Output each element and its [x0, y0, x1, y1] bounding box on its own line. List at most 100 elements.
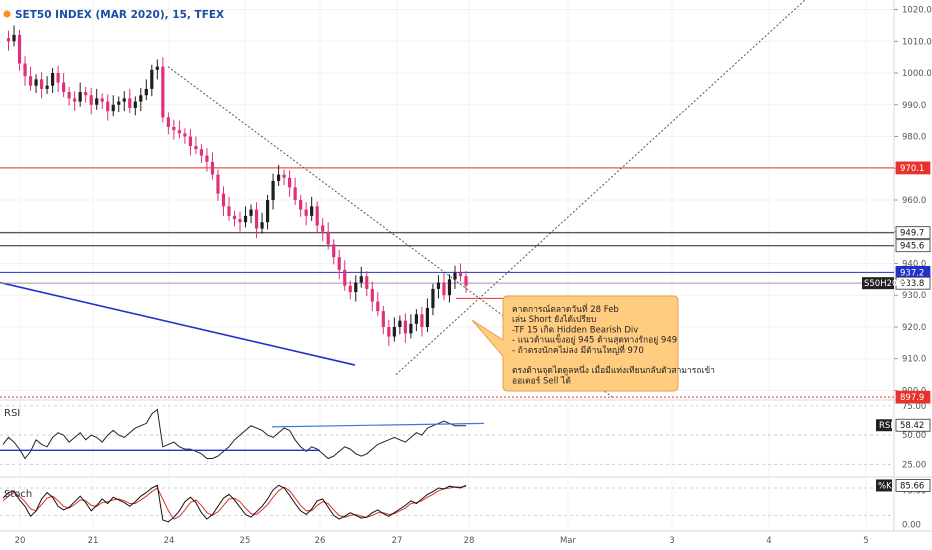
level-tag-box — [895, 161, 931, 175]
chart-title[interactable]: SET50 INDEX (MAR 2020), 15, TFEX — [15, 9, 224, 21]
candle-body — [84, 92, 88, 96]
candle-body — [23, 63, 27, 77]
candle-body — [260, 222, 264, 229]
price-tick-label: 910.0 — [902, 355, 926, 365]
candle-body — [6, 38, 11, 42]
candle-body — [161, 66, 165, 118]
candle-body — [117, 101, 121, 105]
candle-body — [354, 282, 358, 293]
price-tick-label: 960.0 — [902, 196, 926, 206]
candle-body — [293, 187, 297, 200]
rsi-tag: RSI — [879, 421, 893, 431]
price-tick-label: 940.0 — [902, 259, 926, 269]
level-tag-value: 937.2 — [900, 268, 924, 278]
rsi-last-value: 58.42 — [900, 421, 924, 431]
level-tag-value: 949.7 — [900, 229, 924, 239]
candle-body — [144, 88, 148, 96]
candle-body — [133, 101, 137, 108]
rsi-value-box — [895, 418, 931, 432]
candle-body — [128, 98, 132, 108]
candle-body — [238, 219, 242, 223]
candle-body — [28, 76, 33, 86]
candle-body — [183, 133, 187, 137]
stoch-k-line — [2, 484, 467, 523]
level-tag-value: 933.8 — [900, 279, 924, 289]
time-tick-label: 25 — [240, 536, 251, 546]
candle-body — [205, 155, 209, 162]
candle-body — [436, 282, 441, 289]
level-tag-box — [895, 390, 931, 404]
candle-body — [321, 225, 325, 232]
time-tick-label: 5 — [863, 536, 868, 546]
candle-body — [249, 209, 253, 216]
level-tag-value: 897.9 — [900, 393, 924, 403]
rsi-tick-label: 25.00 — [902, 460, 926, 470]
candle-body — [232, 215, 237, 220]
price-tick-label: 920.0 — [902, 323, 926, 333]
candle-body — [392, 326, 396, 337]
candle-body — [172, 126, 176, 131]
candle-body — [34, 79, 38, 86]
stoch-label[interactable]: Stoch — [4, 489, 32, 500]
price-tick-label: 980.0 — [902, 133, 926, 143]
candle-body — [243, 215, 248, 223]
candle-body — [425, 307, 430, 327]
time-tick-label: 20 — [15, 536, 26, 546]
time-tick-label: 4 — [766, 536, 771, 546]
rsi-panel[interactable] — [0, 400, 894, 476]
price-grid — [0, 0, 894, 531]
candle-body — [403, 320, 407, 334]
stoch-value-box — [895, 479, 931, 492]
candle-body — [359, 276, 363, 283]
candle-body — [139, 95, 143, 102]
candle-body — [420, 314, 424, 327]
annotation-box — [471, 295, 679, 392]
candle-body — [398, 320, 402, 327]
rsi-line — [2, 408, 466, 460]
candle-body — [188, 136, 193, 147]
candle-body — [51, 73, 55, 86]
dotted-trendline — [395, 0, 806, 375]
annotation-line: คาดการณ์ตลาดวันที่ 28 Feb — [512, 303, 619, 315]
time-tick-label: Mar — [560, 536, 577, 546]
candle-body — [194, 146, 198, 150]
annotation-line: เล่น Short ยังได้เปรียบ — [512, 314, 596, 325]
price-tick-label: 1020.0 — [902, 6, 932, 16]
annotation-line: -TF 15 เกิด Hidden Bearish Div — [512, 325, 638, 335]
candle-body — [199, 149, 204, 156]
price-axis: 900.0910.0920.0930.0940.0950.0960.0970.0… — [894, 6, 932, 396]
candle-body — [453, 273, 457, 280]
candle-body — [56, 73, 60, 83]
candle-body — [62, 82, 66, 93]
candle-body — [447, 279, 452, 296]
level-tag-box — [895, 276, 931, 290]
candle-body — [387, 326, 391, 337]
candle-body — [17, 34, 22, 64]
stoch-series — [0, 484, 894, 523]
candle-body — [271, 180, 275, 200]
level-tag-value: 945.6 — [900, 242, 924, 252]
candle-body — [39, 79, 44, 89]
candle-body — [45, 85, 49, 89]
candle-body — [442, 282, 446, 296]
rsi-tag-box — [876, 419, 892, 432]
stoch-tick-label: 0.00 — [902, 521, 921, 531]
candle-body — [73, 98, 77, 102]
symbol-tag-box — [862, 277, 894, 290]
stoch-axis: 75.000.00%K85.66 — [876, 479, 931, 531]
level-tag-box — [895, 226, 931, 240]
time-axis: 20 21 24 25 26 27 28 Mar 3 4 5 — [15, 536, 869, 546]
candle-body — [210, 161, 215, 175]
candle-body — [337, 257, 341, 270]
candle-body — [265, 200, 270, 223]
rsi-label[interactable]: RSI — [4, 408, 20, 419]
candle-body — [304, 209, 308, 216]
price-tick-label: 930.0 — [902, 291, 926, 301]
stoch-panel[interactable] — [0, 478, 894, 530]
time-tick-label: 28 — [464, 536, 475, 546]
candle-body — [216, 174, 220, 194]
candle-body — [315, 206, 319, 226]
price-tick-label: 990.0 — [902, 101, 926, 111]
